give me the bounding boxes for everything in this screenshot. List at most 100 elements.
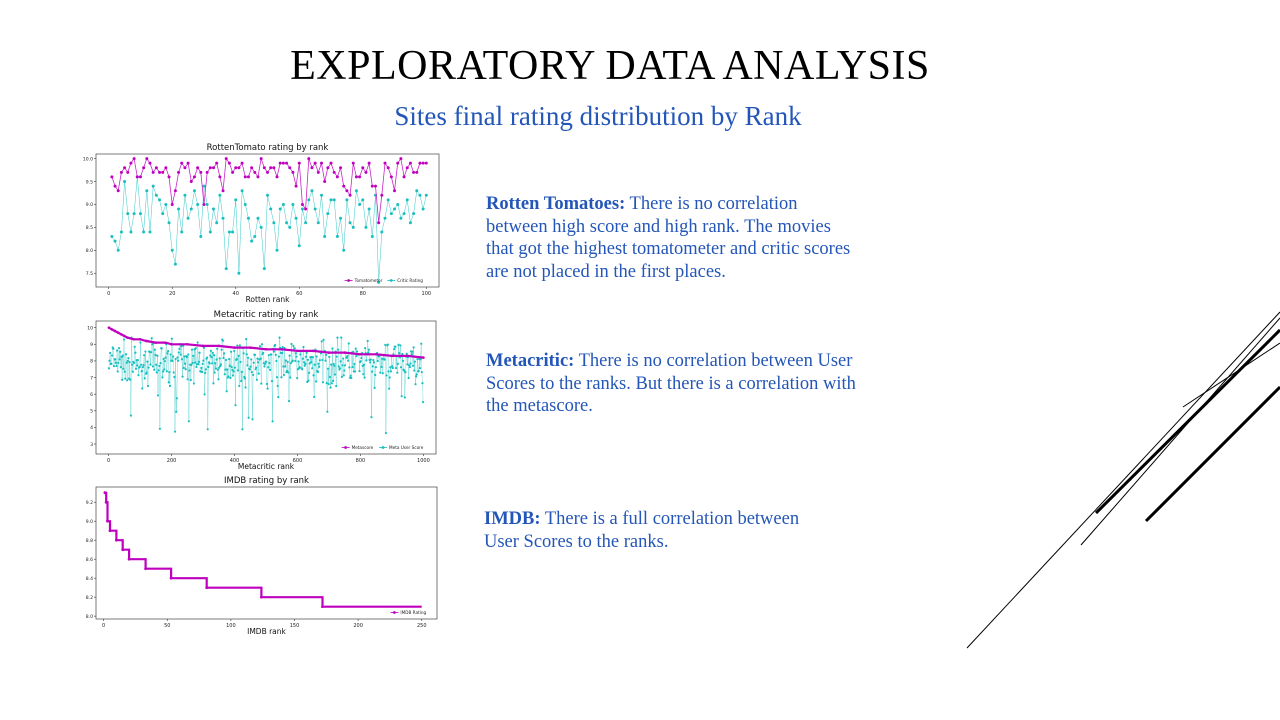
meta-user-score-point <box>240 370 243 373</box>
tomatometer-point <box>246 175 250 179</box>
meta-user-score-point <box>202 346 206 349</box>
meta-user-score-point <box>277 396 280 399</box>
meta-user-score-point <box>203 393 206 396</box>
meta-user-score-point <box>164 356 167 359</box>
meta-user-score-point <box>215 358 218 361</box>
meta-user-score-point <box>372 358 375 362</box>
tomatometer-point <box>138 175 142 179</box>
meta-user-score-point <box>369 361 372 364</box>
meta-user-score-point <box>139 363 143 366</box>
meta-user-score-point <box>180 358 184 361</box>
imdb-rating-point <box>144 567 148 571</box>
meta-user-score-point <box>295 355 298 358</box>
metascore-point <box>154 341 158 344</box>
critic-rating-point <box>300 207 304 211</box>
deco-line <box>1094 328 1280 515</box>
meta-user-score-point <box>359 360 362 363</box>
meta-user-score-point <box>136 364 139 367</box>
tomatometer-line <box>111 157 427 223</box>
critic-rating-point <box>224 267 228 271</box>
meta-user-score-point <box>410 353 413 356</box>
meta-user-score-point <box>212 382 215 385</box>
tomatometer-point <box>361 166 365 170</box>
critic-rating-point <box>288 225 292 229</box>
meta-user-score-point <box>219 363 223 366</box>
meta-user-score-point <box>247 416 250 419</box>
meta-user-score-point <box>329 386 332 389</box>
meta-user-score-point <box>192 382 196 385</box>
metascore-point <box>138 337 142 341</box>
meta-user-score-point <box>307 379 310 382</box>
meta-user-score-point <box>214 362 217 365</box>
critic-rating-point <box>361 198 365 202</box>
meta-user-score-point <box>404 371 407 374</box>
tomatometer-point <box>272 166 276 170</box>
meta-user-score-point <box>288 354 291 357</box>
metascore-point <box>311 349 315 353</box>
meta-user-score-point <box>253 353 257 356</box>
meta-user-score-point <box>314 380 318 383</box>
critic-rating-point <box>269 207 273 211</box>
meta-user-score-point <box>396 362 400 365</box>
meta-user-score-point <box>109 351 112 355</box>
metascore-point <box>390 354 394 358</box>
meta-user-score-point <box>284 365 287 368</box>
meta-user-score-point <box>228 357 231 361</box>
meta-user-score-point <box>347 342 350 345</box>
meta-user-score-point <box>236 344 239 347</box>
tomatometer-point <box>123 166 127 170</box>
tomatometer-point <box>269 166 273 170</box>
meta-user-score-point <box>258 345 262 348</box>
critic-rating-point <box>402 212 406 216</box>
meta-user-score-point <box>282 365 285 368</box>
critic-rating-point <box>205 202 209 206</box>
tomatometer-point <box>231 170 235 174</box>
meta-user-score-point <box>289 376 292 379</box>
x-tick-label: 0 <box>107 291 110 297</box>
plot-frame <box>95 320 437 455</box>
meta-user-score-point <box>383 358 386 361</box>
imdb-heading: IMDB: <box>484 509 541 529</box>
meta-user-score-point <box>174 357 177 361</box>
meta-user-score-point <box>371 365 374 368</box>
meta-user-score-point <box>173 430 177 433</box>
meta-user-score-point <box>313 395 316 399</box>
meta-user-score-point <box>387 387 391 390</box>
chart-title: IMDB rating by rank <box>224 476 309 486</box>
tomatometer-point <box>405 166 409 170</box>
metascore-point <box>132 337 136 341</box>
tomatometer-point <box>129 161 133 165</box>
metacritic-heading: Metacritic: <box>486 351 575 371</box>
y-tick-label: 8.0 <box>86 614 93 620</box>
meta-user-score-point <box>370 416 373 419</box>
meta-user-score-point <box>224 368 227 371</box>
meta-user-score-point <box>346 354 349 358</box>
imdb-rating-point <box>321 605 324 609</box>
critic-rating-point <box>389 212 393 216</box>
critic-rating-point <box>208 230 212 234</box>
tomatometer-point <box>126 170 130 174</box>
meta-user-score-point <box>139 341 142 344</box>
critic-rating-point <box>243 202 247 206</box>
meta-user-score-point <box>190 348 194 351</box>
meta-user-score-point <box>212 354 216 357</box>
meta-user-score-point <box>293 347 296 350</box>
rotten-tomatoes-text: There is no correlation between high sco… <box>486 194 851 282</box>
tomatometer-point <box>135 175 139 179</box>
x-tick-label: 50 <box>164 623 170 629</box>
critic-rating-point <box>180 230 184 234</box>
critic-rating-point <box>339 216 343 220</box>
tomatometer-point <box>170 202 174 206</box>
meta-user-score-point <box>126 379 129 382</box>
meta-user-score-point <box>385 374 388 377</box>
tomatometer-point <box>180 161 184 165</box>
tomatometer-point <box>297 161 301 165</box>
meta-user-score-point <box>327 382 330 386</box>
tomatometer-point <box>383 161 387 165</box>
meta-user-score-point <box>313 363 316 366</box>
x-axis-label: IMDB rank <box>247 627 286 636</box>
legend-label: Critic Rating <box>397 278 423 283</box>
meta-user-score-point <box>114 358 117 361</box>
tomatometer-point <box>300 202 304 206</box>
critic-rating-point <box>329 198 333 202</box>
